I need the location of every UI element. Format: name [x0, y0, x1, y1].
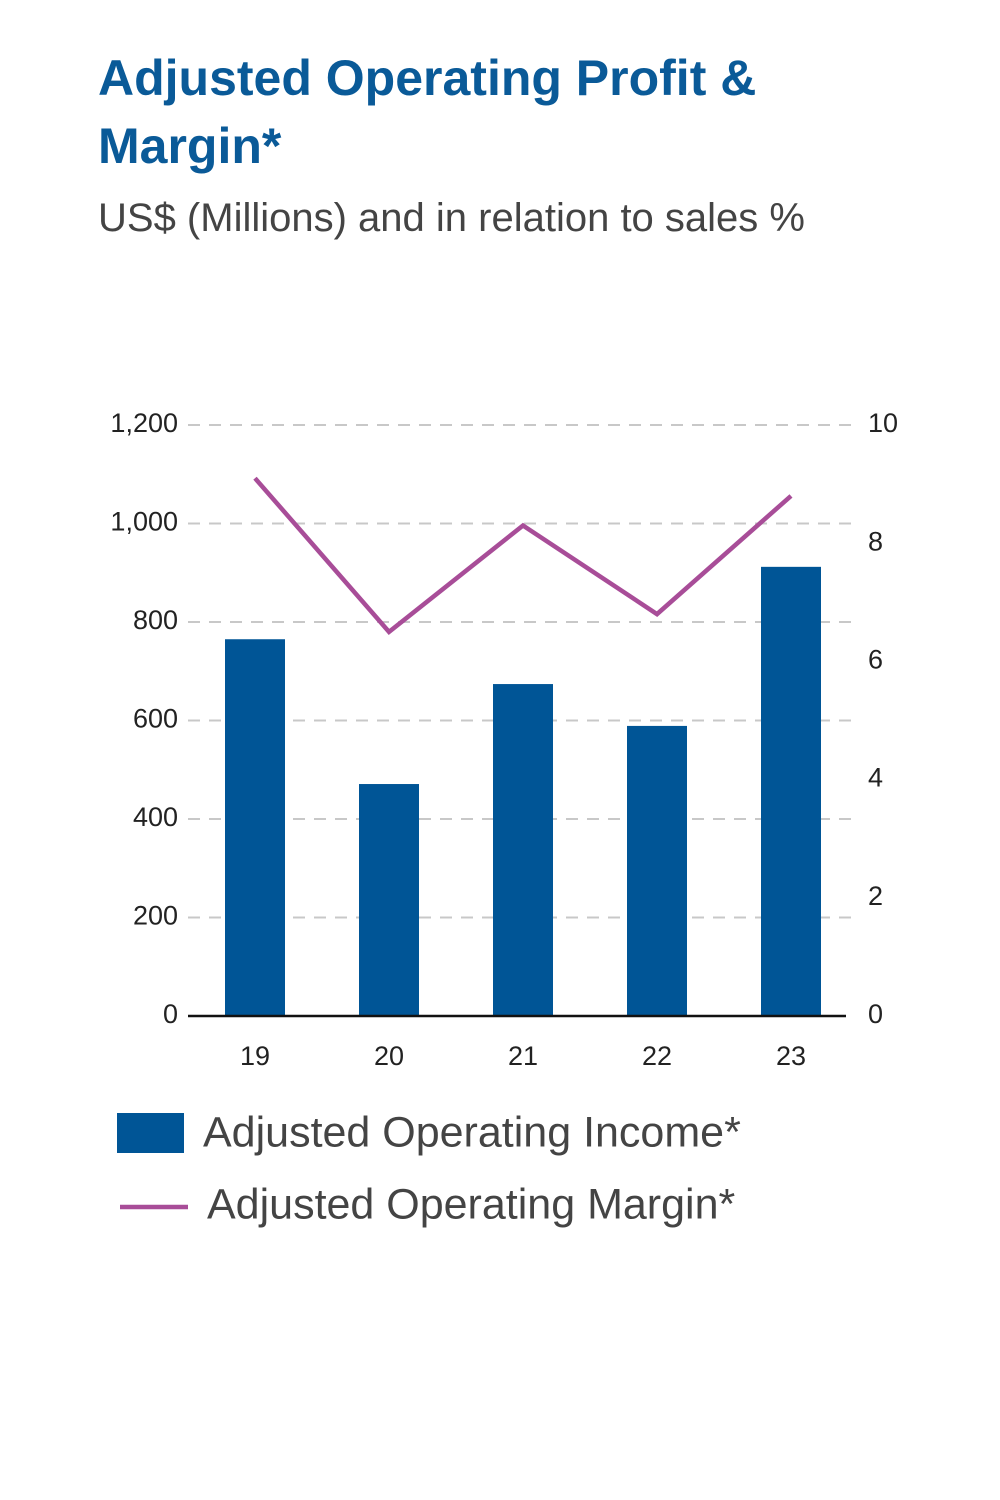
chart-subtitle: US$ (Millions) and in relation to sales …: [98, 196, 805, 240]
x-tick-label: 19: [240, 1041, 270, 1071]
bar: [627, 725, 687, 1016]
x-tick-label: 22: [642, 1041, 672, 1071]
y-tick-label: 1,000: [110, 507, 178, 537]
x-tick-label: 21: [508, 1041, 538, 1071]
legend-swatch: [117, 1113, 184, 1153]
chart-title: Adjusted Operating Profit & Margin*: [98, 50, 757, 174]
y2-tick-label: 4: [868, 763, 883, 793]
legend-label: Adjusted Operating Margin*: [207, 1180, 736, 1228]
y-tick-label: 600: [133, 704, 178, 734]
y-tick-label: 0: [163, 999, 178, 1029]
y-tick-label: 200: [133, 901, 178, 931]
y-tick-label: 800: [133, 605, 178, 635]
y2-tick-label: 6: [868, 645, 883, 675]
legend-label: Adjusted Operating Income*: [203, 1108, 741, 1156]
y2-tick-label: 0: [868, 999, 883, 1029]
y2-tick-label: 2: [868, 881, 883, 911]
y2-tick-label: 8: [868, 526, 883, 556]
x-tick-label: 20: [374, 1041, 404, 1071]
bar: [493, 684, 553, 1016]
x-tick-label: 23: [776, 1041, 806, 1071]
y-tick-label: 400: [133, 802, 178, 832]
line: [253, 476, 793, 635]
bar: [761, 566, 821, 1016]
y2-tick-label: 10: [868, 408, 898, 438]
bar: [359, 784, 419, 1016]
y-tick-label: 1,200: [110, 408, 178, 438]
bar: [225, 639, 285, 1016]
